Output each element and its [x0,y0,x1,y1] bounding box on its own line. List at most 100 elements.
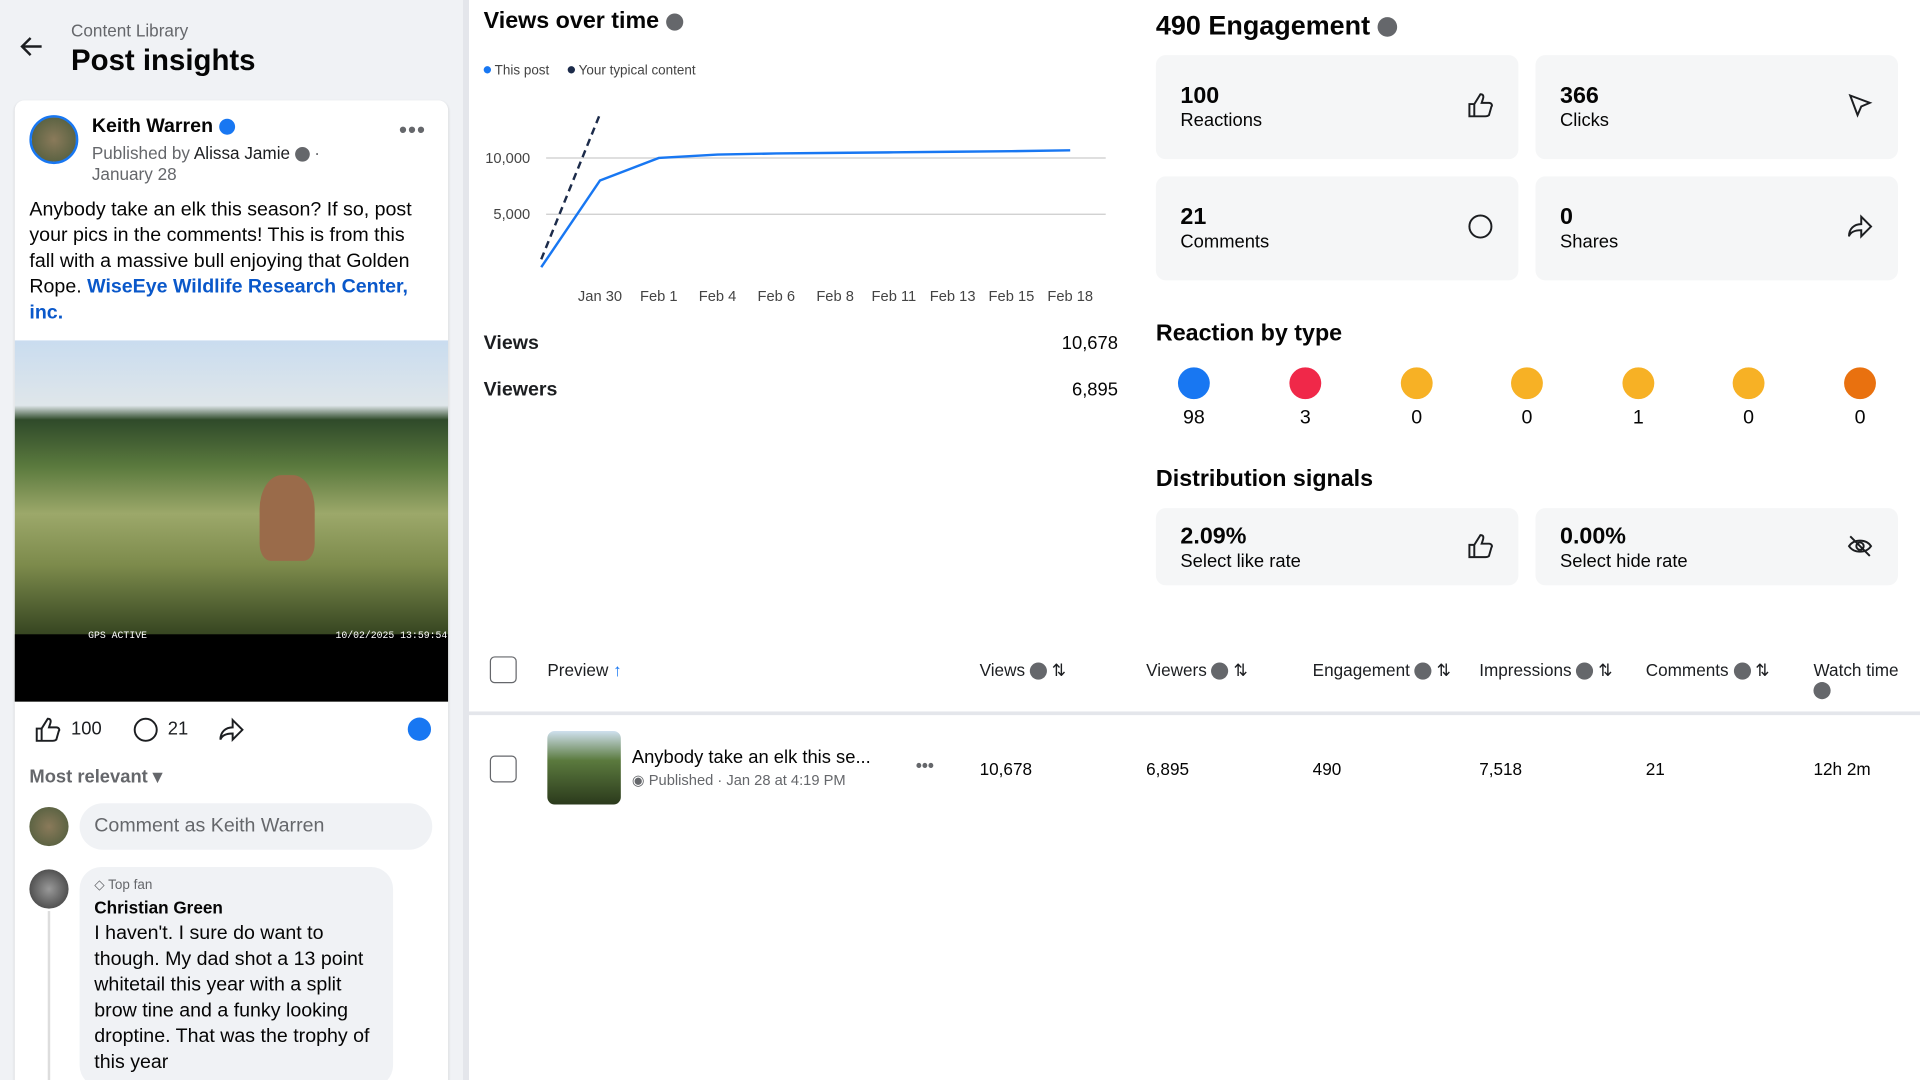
info-icon[interactable] [665,13,683,31]
camera-stamp: 10/02/2025 13:59:54 [335,630,448,642]
metric-label: Shares [1560,231,1619,253]
select-all-checkbox[interactable] [489,656,517,684]
section-title: Reaction by type [1155,320,1343,347]
column-label: Engagement [1312,660,1410,680]
signal-card: 0.00% Select hide rate [1535,508,1898,586]
column-header[interactable]: Viewers ⇅ [1146,660,1248,680]
post-link[interactable]: WiseEye Wildlife Research Center, inc. [29,276,409,324]
page-title: Post insights [71,44,256,78]
summary-value: 10,678 [1061,333,1118,354]
thread-line [47,911,51,1080]
comment-bubble: ◇ Top fan Christian Green I haven't. I s… [79,866,394,1080]
cell: 490 [1312,759,1342,779]
x-tick-label: Feb 4 [699,289,737,305]
metric-value: 0 [1560,204,1573,231]
column-label: Watch time [1813,660,1899,680]
sort-menu[interactable]: Most relevant ▾ [29,766,163,788]
metric-label: Comments [1180,231,1270,253]
row-more[interactable]: ••• [915,755,934,776]
info-icon[interactable] [1377,17,1398,37]
metric-label: Reactions [1180,110,1263,132]
x-tick-label: Feb 13 [930,289,976,305]
like-icon [1468,534,1493,559]
sad-reaction [1732,367,1765,400]
reaction-count[interactable]: 100 [71,718,102,740]
comment-count[interactable]: 21 [167,718,189,740]
legend-label: Your typical content [579,63,696,78]
cell: 7,518 [1479,759,1523,779]
legend-dot [567,66,576,74]
avatar[interactable] [29,115,79,165]
info-icon [1813,682,1831,700]
comment-icon [1468,214,1493,239]
sort-label: Most relevant [29,766,148,788]
column-label: Viewers [1146,660,1207,680]
reaction-count: 0 [1854,407,1866,429]
more-button[interactable]: ••• [399,117,427,143]
column-header[interactable]: Preview ↑ [547,660,622,680]
x-tick-label: Feb 18 [1047,289,1093,305]
row-title[interactable]: Anybody take an elk this se... [631,746,871,768]
info-icon [1414,662,1432,680]
hide-icon [1847,535,1873,557]
x-tick-label: Feb 6 [758,289,796,305]
comment-placeholder: Comment as Keith Warren [94,815,325,837]
breadcrumb[interactable]: Content Library [71,20,189,41]
post-image[interactable]: GPS ACTIVE 10/02/2025 13:59:54 [14,340,449,702]
comment-icon[interactable] [132,716,159,743]
section-title: Distribution signals [1155,466,1374,493]
badge-text: Top fan [108,877,153,893]
row-checkbox[interactable] [489,755,517,783]
publisher[interactable]: Alissa Jamie [193,143,291,163]
column-header[interactable]: Watch time [1813,660,1920,700]
signal-card: 2.09% Select like rate [1155,508,1519,586]
series-line [540,149,1071,268]
like-badge [407,717,432,741]
comment-author[interactable]: Christian Green [94,897,223,918]
info-icon [1733,662,1751,680]
like-icon[interactable] [34,716,61,743]
back-button[interactable] [20,36,44,58]
reaction-count: 0 [1743,407,1755,429]
views-chart: 5,000 10,000 Jan 30 Feb 1 Feb 4 Feb 6 Feb 8 Feb… [483,63,1106,305]
comment-input[interactable]: Comment as Keith Warren [79,803,433,850]
metric-card: 21 Comments [1155,176,1519,281]
reaction-count: 3 [1299,407,1311,429]
x-tick-label: Feb 11 [872,289,917,305]
legend-dot [483,66,492,74]
care-reaction [1400,367,1433,400]
column-label: Impressions [1479,660,1572,680]
metric-value: 100 [1180,83,1220,109]
chart-title: Views over time [484,9,683,36]
column-header[interactable]: Views ⇅ [979,660,1067,680]
info-icon [1029,662,1047,680]
y-tick-label: 5,000 [493,207,530,223]
author[interactable]: Keith Warren [91,116,214,138]
camera-bar [14,634,449,702]
info-icon[interactable] [294,147,310,162]
summary-label: Viewers [483,379,558,401]
y-tick-label: 10,000 [485,151,530,167]
engagement-title: 490 Engagement [1156,10,1398,42]
published-by: Published by [91,143,191,163]
signal-value: 2.09% [1180,524,1247,550]
summary-label: Views [483,333,539,354]
info-icon [1576,662,1594,680]
share-icon [1848,214,1873,239]
commenter-avatar[interactable] [29,869,69,909]
wow-reaction [1622,367,1655,400]
post-date[interactable]: January 28 [91,164,177,184]
my-avatar [29,806,69,847]
row-status: Published [648,771,714,789]
reaction-count: 0 [1411,407,1423,429]
top-fan-badge: ◇ Top fan [94,877,153,893]
column-header[interactable]: Engagement ⇅ [1312,660,1451,680]
share-icon[interactable] [218,716,245,743]
column-label: Views [979,660,1026,680]
column-label: Comments [1645,660,1729,680]
row-thumbnail[interactable] [547,731,621,805]
column-header[interactable]: Impressions ⇅ [1479,660,1613,680]
column-header[interactable]: Comments ⇅ [1645,660,1770,680]
cell: 21 [1645,759,1665,779]
